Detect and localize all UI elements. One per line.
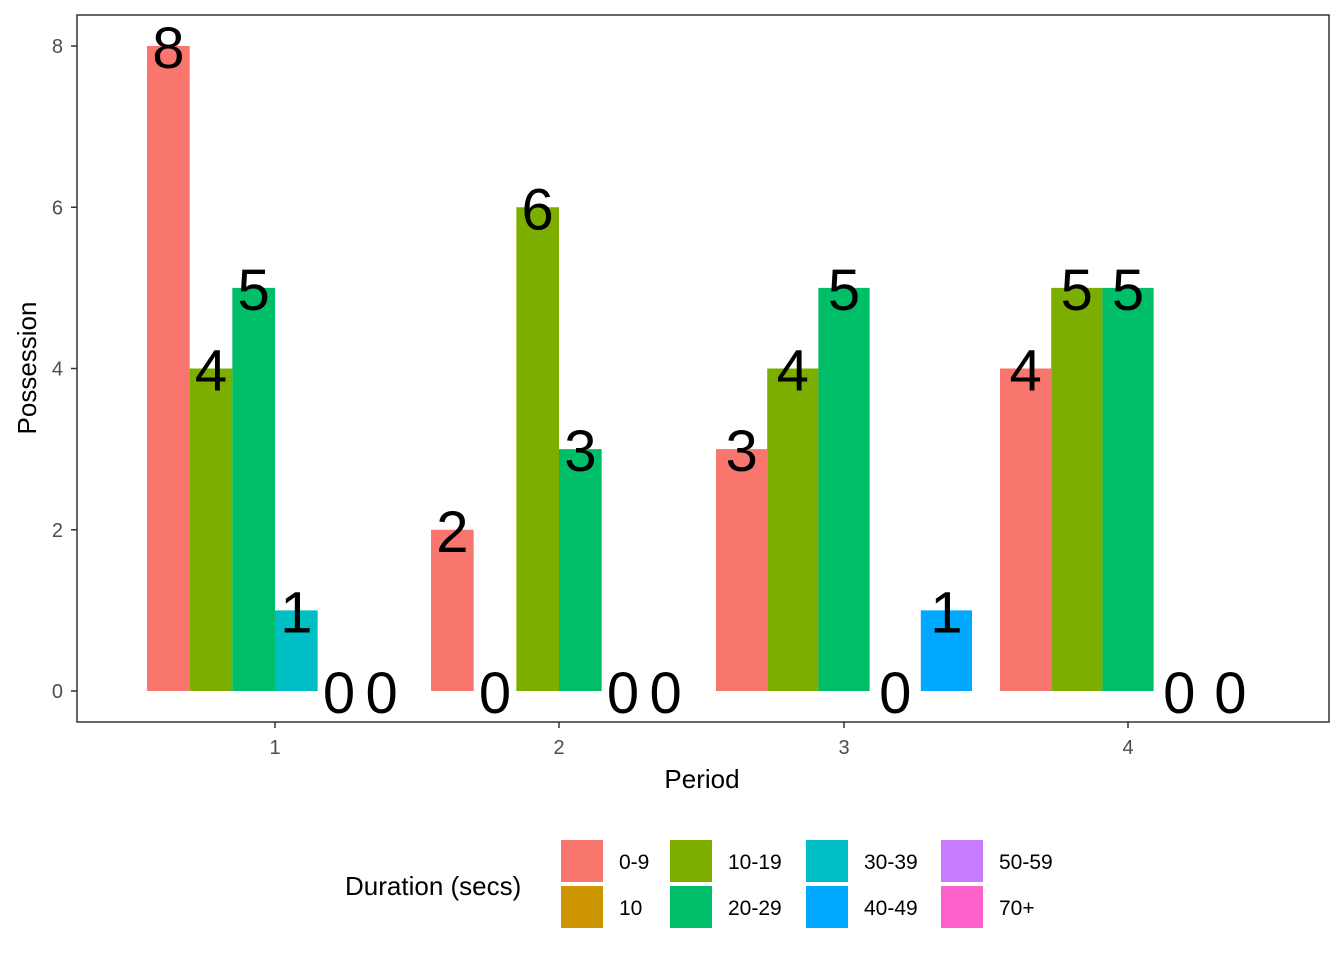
data-label: 4 [1009,339,1041,404]
y-tick-label: 4 [52,359,63,381]
data-label: 5 [1061,258,1093,323]
bar [1000,368,1052,691]
bar [716,449,768,691]
y-tick-label: 8 [52,36,63,58]
legend-label: 10-19 [728,851,782,874]
x-tick-label: 1 [269,737,280,759]
data-label: 0 [1163,661,1195,726]
data-label: 0 [1214,661,1246,726]
legend-title: Duration (secs) [345,871,521,901]
data-label: 1 [280,580,312,645]
legend-label: 40-49 [864,897,918,920]
legend-label: 30-39 [864,851,918,874]
legend-swatch [561,840,603,882]
data-label: 0 [479,661,511,726]
legend-label: 10 [619,897,642,920]
x-axis-title: Period [664,764,739,794]
bar [516,207,559,691]
legend-swatch [670,886,712,928]
data-label: 6 [522,177,554,242]
legend-swatch [561,886,603,928]
data-label: 5 [1112,258,1144,323]
y-axis: 0 2 4 6 8 [52,36,77,703]
legend-label: 20-29 [728,897,782,920]
x-tick-label: 4 [1122,737,1133,759]
bar [431,529,474,691]
data-label: 2 [436,500,468,565]
legend-swatch [670,840,712,882]
legend-swatch [941,840,983,882]
data-label: 4 [195,339,227,404]
legend: Duration (secs) 0-9 10 10-19 20-29 30-39 40-4… [345,840,1053,928]
legend-label: 0-9 [619,851,649,874]
bar [232,287,275,691]
legend-label: 50-59 [999,851,1053,874]
data-label: 0 [879,661,911,726]
data-label: 5 [828,258,860,323]
legend-swatch [806,886,848,928]
bar [147,46,190,691]
bar [1102,287,1154,691]
y-tick-label: 0 [52,681,63,703]
y-axis-title: Possession [12,302,42,435]
bar [920,610,972,691]
data-label: 3 [564,419,596,484]
legend-swatch [941,886,983,928]
bars [147,46,1154,691]
x-axis: 1 2 3 4 [269,722,1134,759]
bar [818,287,870,691]
data-label: 1 [930,580,962,645]
data-label: 0 [323,661,355,726]
x-tick-label: 3 [838,737,849,759]
legend-swatch [806,840,848,882]
data-label: 5 [238,258,270,323]
bar [189,368,233,691]
y-tick-label: 6 [52,197,63,219]
data-label: 0 [366,661,398,726]
bar [275,610,318,691]
legend-label: 70+ [999,897,1035,920]
data-label: 8 [152,16,184,81]
data-label: 3 [725,419,757,484]
data-label: 0 [650,661,682,726]
y-tick-label: 2 [52,520,63,542]
x-tick-label: 2 [553,737,564,759]
bar [767,368,819,691]
bar [559,449,602,691]
data-label: 4 [777,339,809,404]
data-label: 0 [607,661,639,726]
bar [1051,287,1103,691]
